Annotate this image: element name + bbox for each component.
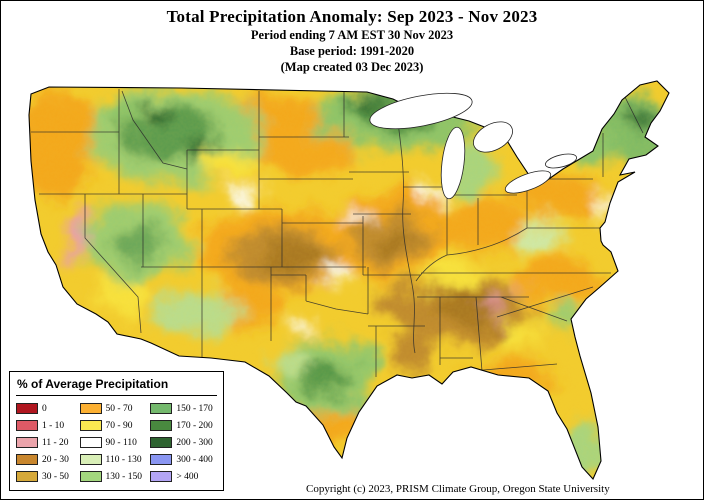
legend-label: 30 - 50 [42,471,69,482]
legend-label: 150 - 170 [176,403,213,414]
legend-swatch [79,403,102,414]
legend-swatch [150,454,173,465]
legend-swatch [150,420,173,431]
legend-swatch [79,437,102,448]
legend-label: 11 - 20 [42,437,69,448]
legend-item: 20 - 30 [16,452,77,467]
lake-ontario [545,153,577,169]
us-outline [28,80,670,480]
legend-label: 300 - 400 [176,454,213,465]
legend-swatch [150,403,173,414]
legend-item: 30 - 50 [16,469,77,484]
us-precipitation-map [28,80,670,480]
legend-item: 1 - 10 [16,418,77,433]
map-header: Total Precipitation Anomaly: Sep 2023 - … [1,7,703,75]
legend-label: 130 - 150 [105,471,142,482]
legend-label: 90 - 110 [105,437,137,448]
legend-label: 70 - 90 [105,420,133,431]
legend-item: 170 - 200 [150,418,217,433]
legend-swatch [16,403,38,414]
legend-swatch [79,454,102,465]
legend-item: 90 - 110 [79,435,148,450]
legend-item: 200 - 300 [150,435,217,450]
legend-item: 70 - 90 [79,418,148,433]
lake-huron [473,121,513,153]
legend-label: 0 [42,403,47,414]
legend-item: 11 - 20 [16,435,77,450]
legend-swatch [150,437,173,448]
legend-item: 0 [16,401,77,416]
legend-label: 170 - 200 [176,420,213,431]
legend-swatch [79,471,102,482]
legend-item: 150 - 170 [150,401,217,416]
lake-superior [369,92,473,130]
legend-item: 130 - 150 [79,469,148,484]
legend-label: 110 - 130 [105,454,142,465]
state-borders [31,89,644,377]
legend-label: > 400 [176,471,199,482]
base-period-line: Base period: 1991-2020 [289,44,415,58]
page-title: Total Precipitation Anomaly: Sep 2023 - … [166,7,538,26]
legend-grid: 0 1 - 10 11 - 20 20 - 30 30 - 50 50 - 70… [16,401,217,484]
legend-label: 1 - 10 [42,420,65,431]
map-created-line: (Map created 03 Dec 2023) [280,60,424,74]
legend-item: 300 - 400 [150,452,217,467]
lake-erie [504,170,552,194]
copyright-text: Copyright (c) 2023, PRISM Climate Group,… [306,483,610,495]
legend-swatch [16,471,38,482]
legend-label: 200 - 300 [176,437,213,448]
period-ending-line: Period ending 7 AM EST 30 Nov 2023 [250,28,454,42]
legend-label: 50 - 70 [105,403,133,414]
legend-swatch [150,471,173,482]
lake-michigan [440,126,466,200]
legend-swatch [16,420,38,431]
legend-label: 20 - 30 [42,454,69,465]
legend-swatch [79,420,102,431]
legend-item: 50 - 70 [79,401,148,416]
legend-title: % of Average Precipitation [16,376,217,396]
legend-swatch [16,454,38,465]
legend-swatch [16,437,38,448]
great-lakes [369,92,577,200]
legend-item: 110 - 130 [79,452,148,467]
legend-item: > 400 [150,469,217,484]
map-legend: % of Average Precipitation 0 1 - 10 11 -… [9,371,224,491]
